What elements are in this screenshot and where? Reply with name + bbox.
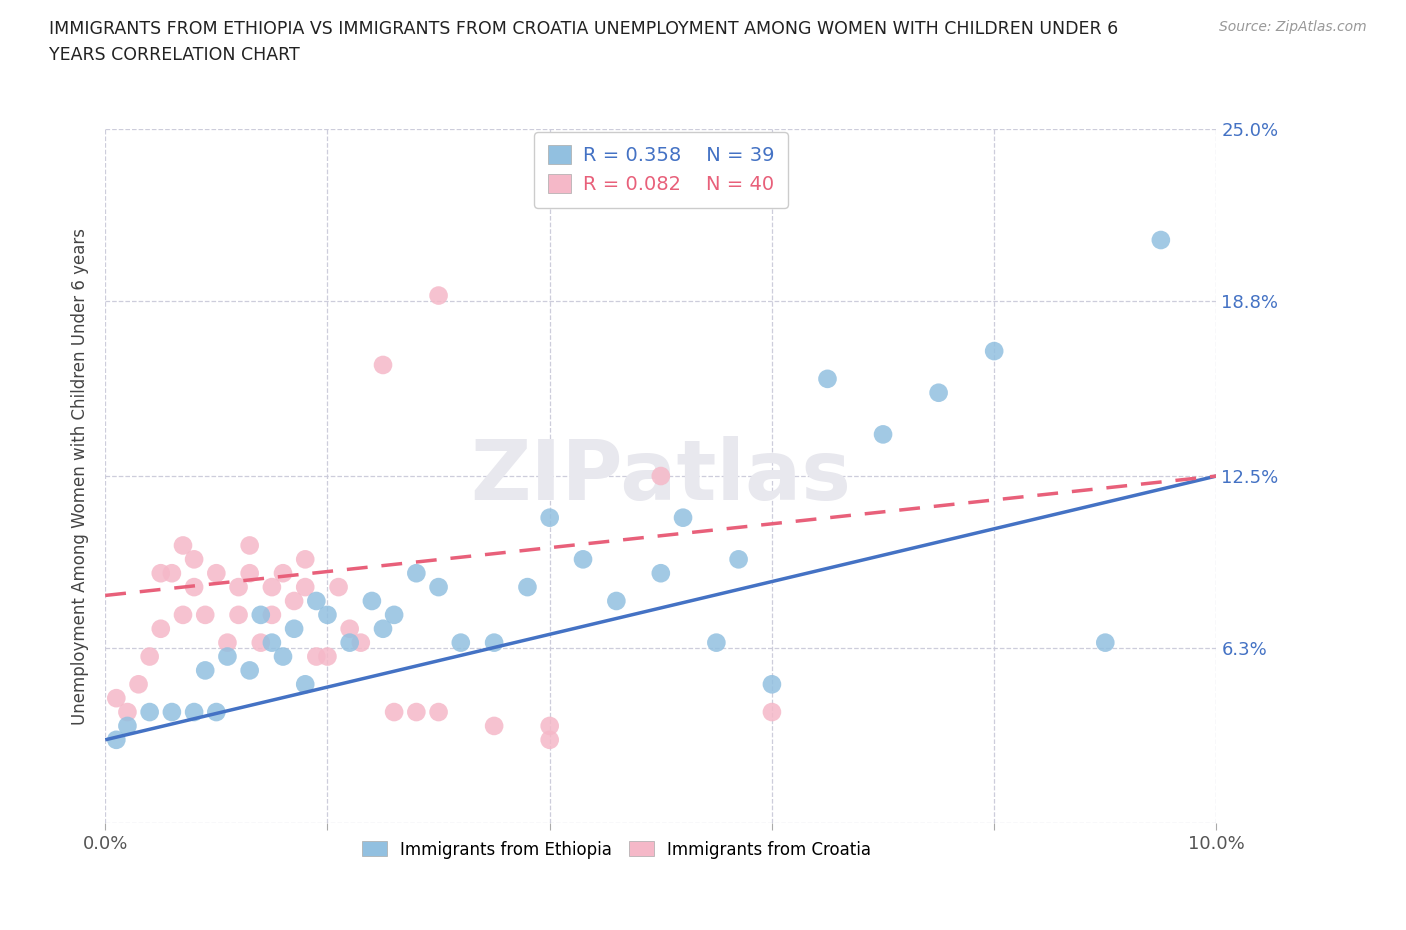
Point [194,607,217,622]
Point [283,621,305,636]
Point [1094,635,1116,650]
Point [382,607,405,622]
Point [271,649,294,664]
Text: ZIPatlas: ZIPatlas [471,435,851,516]
Point [205,705,228,720]
Text: YEARS CORRELATION CHART: YEARS CORRELATION CHART [49,46,299,64]
Point [239,538,262,553]
Point [361,593,384,608]
Point [149,621,172,636]
Point [538,719,561,734]
Point [183,579,205,594]
Point [727,551,749,566]
Point [983,344,1005,359]
Point [538,733,561,748]
Point [1150,232,1173,247]
Point [217,635,239,650]
Point [239,565,262,580]
Point [138,705,160,720]
Point [117,705,139,720]
Point [516,579,538,594]
Point [228,607,250,622]
Point [316,649,339,664]
Point [205,565,228,580]
Point [761,677,783,692]
Point [183,705,205,720]
Point [817,371,839,386]
Point [605,593,627,608]
Point [706,635,728,650]
Point [482,635,505,650]
Point [382,705,405,720]
Point [427,705,450,720]
Point [538,511,561,525]
Point [405,565,427,580]
Point [328,579,350,594]
Legend: Immigrants from Ethiopia, Immigrants from Croatia: Immigrants from Ethiopia, Immigrants fro… [353,832,879,867]
Point [294,551,316,566]
Point [294,677,316,692]
Point [371,357,394,372]
Point [672,511,695,525]
Point [105,691,128,706]
Text: Source: ZipAtlas.com: Source: ZipAtlas.com [1219,20,1367,34]
Point [160,705,183,720]
Point [149,565,172,580]
Point [450,635,472,650]
Point [260,579,283,594]
Point [650,469,672,484]
Y-axis label: Unemployment Among Women with Children Under 6 years: Unemployment Among Women with Children U… [72,228,89,724]
Point [228,579,250,594]
Point [305,649,328,664]
Point [305,593,328,608]
Point [928,385,950,400]
Point [249,607,271,622]
Point [294,579,316,594]
Point [482,719,505,734]
Point [260,607,283,622]
Point [572,551,595,566]
Point [316,607,339,622]
Point [339,635,361,650]
Point [650,565,672,580]
Point [260,635,283,650]
Point [128,677,150,692]
Point [283,593,305,608]
Point [249,635,271,650]
Point [271,565,294,580]
Point [160,565,183,580]
Point [405,705,427,720]
Point [183,551,205,566]
Point [761,705,783,720]
Point [117,719,139,734]
Point [217,649,239,664]
Point [872,427,894,442]
Point [172,607,194,622]
Point [239,663,262,678]
Point [339,621,361,636]
Point [371,621,394,636]
Point [105,733,128,748]
Point [427,579,450,594]
Point [350,635,373,650]
Point [138,649,160,664]
Point [172,538,194,553]
Text: IMMIGRANTS FROM ETHIOPIA VS IMMIGRANTS FROM CROATIA UNEMPLOYMENT AMONG WOMEN WIT: IMMIGRANTS FROM ETHIOPIA VS IMMIGRANTS F… [49,20,1118,38]
Point [427,288,450,303]
Point [194,663,217,678]
